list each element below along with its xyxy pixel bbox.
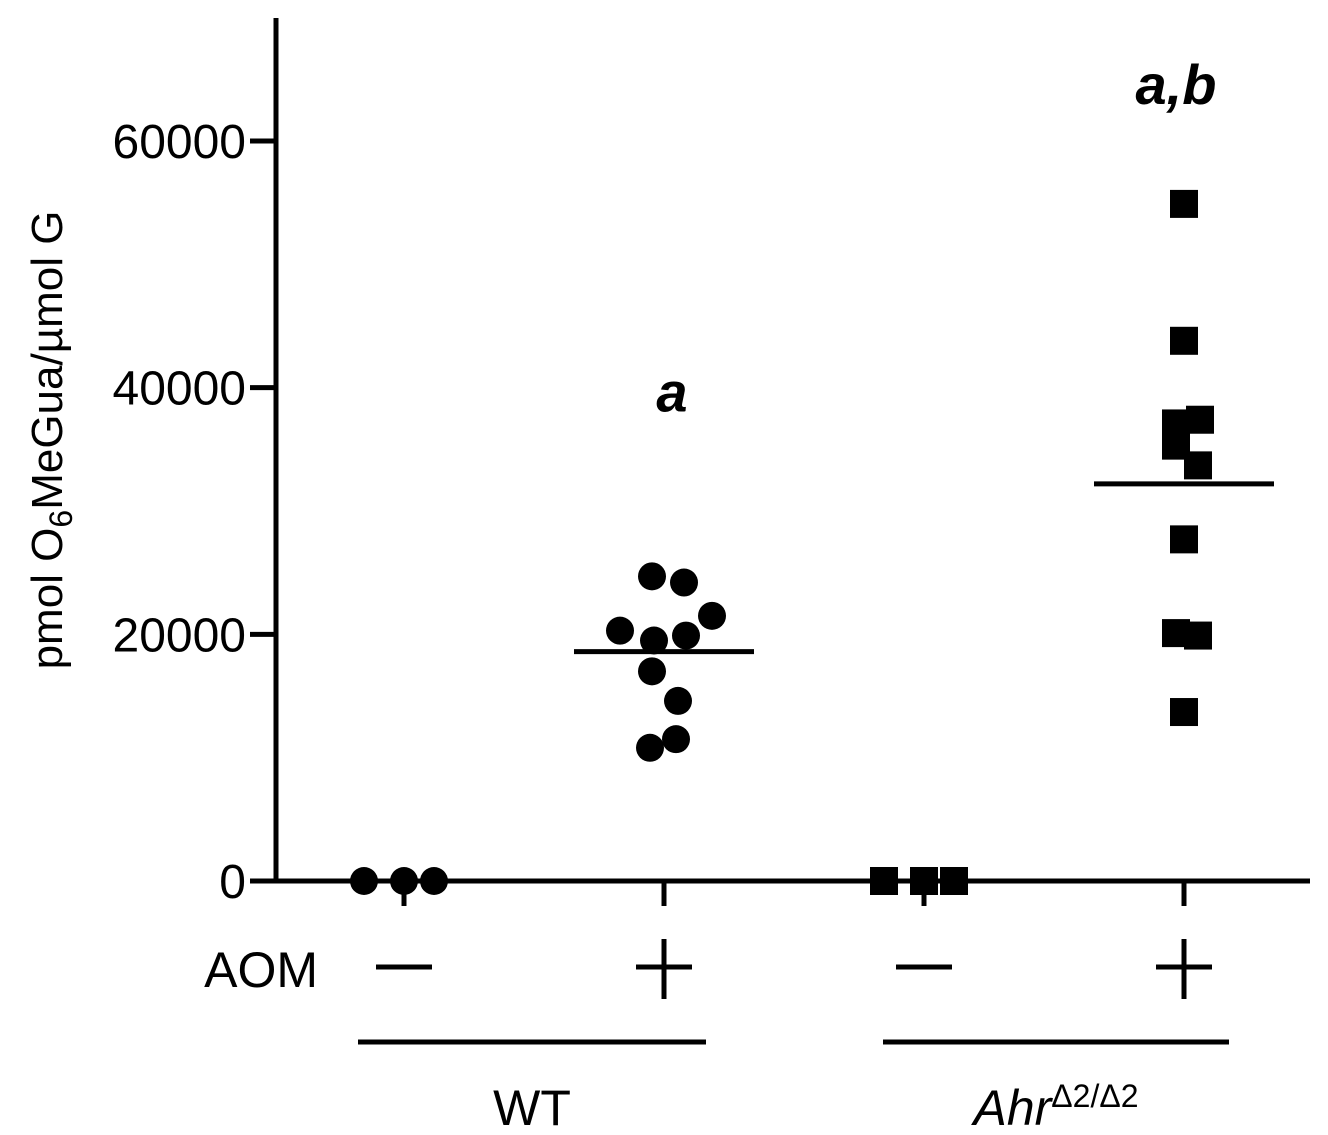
- data-point-square: [870, 867, 898, 895]
- significance-annotations: a a,b: [656, 53, 1216, 423]
- y-tick-label: 60000: [113, 116, 246, 169]
- y-tick-label: 40000: [113, 363, 246, 416]
- y-axis-title-prefix: pmol O: [23, 528, 72, 670]
- data-point-circle: [698, 601, 726, 630]
- group-label-superscript: Δ2/Δ2: [1051, 1078, 1138, 1114]
- treatment-labels: [376, 939, 1212, 999]
- axes: [250, 18, 1310, 884]
- data-point-square: [910, 867, 938, 895]
- data-point-square: [1170, 525, 1198, 554]
- significance-label: a,b: [1136, 53, 1217, 116]
- data-point-circle: [670, 568, 698, 597]
- data-point-circle: [638, 562, 666, 591]
- significance-label: a: [656, 360, 687, 423]
- treatment-label: AOM: [204, 942, 318, 998]
- data-point-circle: [350, 867, 378, 895]
- mean-lines: [574, 481, 1274, 655]
- data-point-circle: [606, 616, 634, 645]
- data-point-circle: [636, 733, 664, 762]
- data-point-square: [1170, 326, 1198, 355]
- data-point-circle: [664, 686, 692, 715]
- y-axis-title-subscript: 6: [43, 510, 79, 528]
- data-point-square: [940, 867, 968, 895]
- y-axis-title-suffix: MeGua/µmol G: [23, 211, 72, 510]
- group-label: AhrΔ2/Δ2: [970, 1078, 1138, 1135]
- data-point-circle: [390, 867, 418, 895]
- data-points: [350, 189, 1214, 895]
- data-point-square: [1170, 698, 1198, 727]
- group-label-name: WT: [493, 1080, 571, 1135]
- group-labels: WT AhrΔ2/Δ2: [358, 1039, 1229, 1135]
- data-point-square: [1184, 621, 1212, 650]
- y-tick-label: 0: [219, 856, 246, 909]
- y-tick-label: 20000: [113, 609, 246, 662]
- data-point-circle: [672, 621, 700, 650]
- y-ticks: 0 20000 40000 60000: [113, 116, 276, 909]
- data-point-circle: [662, 725, 690, 754]
- data-point-circle: [640, 626, 668, 655]
- x-ticks: [401, 881, 1187, 906]
- data-point-circle: [420, 867, 448, 895]
- data-point-square: [1170, 189, 1198, 218]
- data-point-square: [1186, 405, 1214, 434]
- data-point-circle: [638, 657, 666, 686]
- y-axis-title: pmol O6MeGua/µmol G: [23, 211, 79, 670]
- group-label-name: Ahr: [970, 1080, 1053, 1135]
- data-point-square: [1184, 451, 1212, 480]
- group-label: WT: [493, 1080, 571, 1135]
